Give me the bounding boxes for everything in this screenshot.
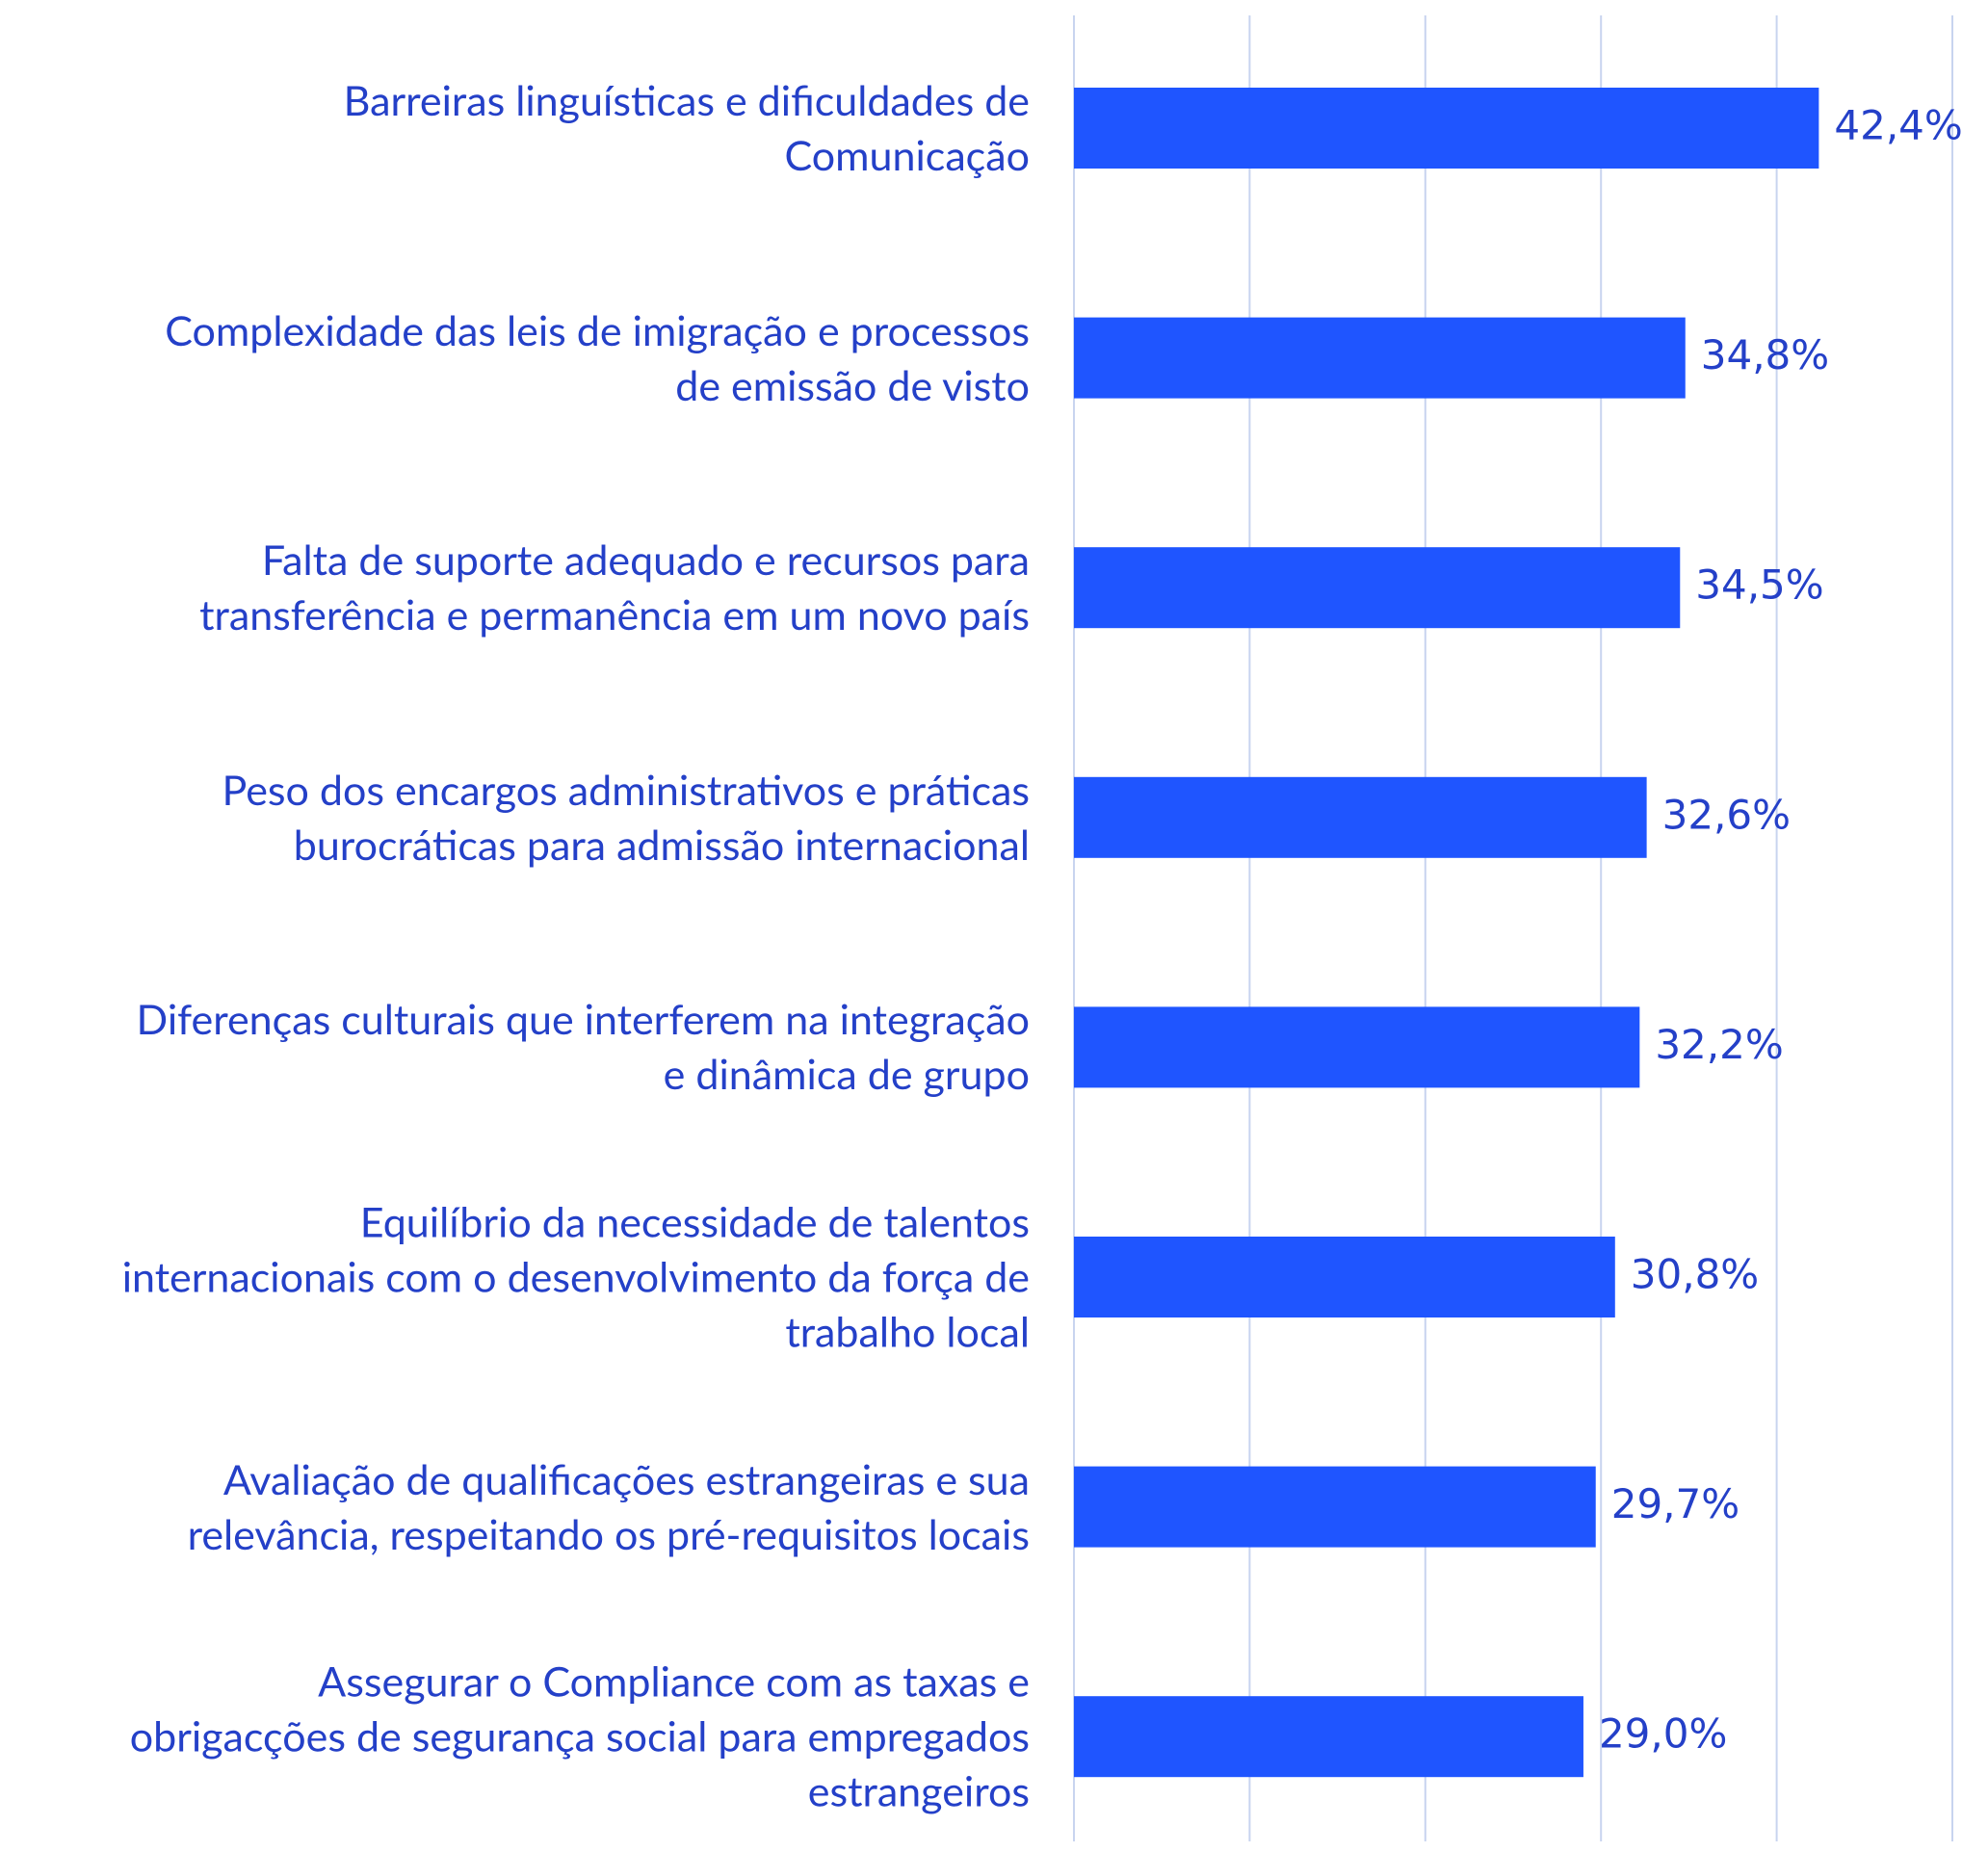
value-label: 29,0% [1599,1710,1727,1758]
category-label: Peso dos encargos administrativos e prát… [222,765,1030,870]
category-label: Diferenças culturais que interferem na i… [136,995,1030,1100]
value-label: 29,7% [1611,1480,1740,1527]
category-label: Barreiras linguísticas e dificuldades de… [343,76,1030,180]
bar [1074,1466,1596,1548]
value-label: 32,6% [1662,791,1791,838]
category-label: Avaliação de qualificações estrangeiras … [187,1454,1030,1559]
category-label: Assegurar o Compliance com as taxas e ob… [129,1656,1030,1816]
category-label: Complexidade das leis de imigração e pro… [165,305,1030,410]
value-label: 30,8% [1631,1251,1759,1298]
value-label: 42,4% [1834,102,1962,149]
category-label: Falta de suporte adequado e recursos par… [199,535,1030,640]
category-label: Equilíbrio da necessidade de talentos in… [121,1197,1030,1357]
bar [1074,547,1681,629]
value-label: 34,5% [1695,561,1823,609]
bar [1074,317,1686,399]
bar [1074,776,1647,858]
bar [1074,1237,1615,1317]
bar [1074,1696,1583,1778]
value-label: 34,8% [1701,331,1829,378]
value-label: 32,2% [1655,1021,1783,1068]
bar [1074,88,1819,169]
bar [1074,1006,1640,1088]
